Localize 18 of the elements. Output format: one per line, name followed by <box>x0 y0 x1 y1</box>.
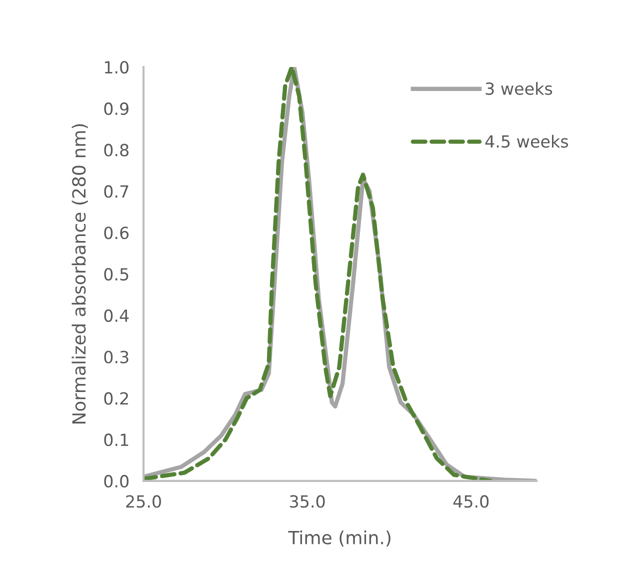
x-tick-label: 35.0 <box>290 495 325 508</box>
y-tick-label: 0.0 <box>104 474 129 488</box>
y-tick-label: 0.3 <box>104 350 128 364</box>
y-axis-title: Normalized absorbance (280 nm) <box>72 124 88 424</box>
y-tick-label: 0.5 <box>104 268 128 281</box>
y-tick-label: 0.9 <box>104 102 128 116</box>
y-tick-label: 0.4 <box>104 309 129 322</box>
legend-label: 4.5 weeks <box>485 134 568 148</box>
legend-label: 3 weeks <box>486 82 552 95</box>
y-tick-label: 0.8 <box>104 144 128 156</box>
x-tick-label: 45.0 <box>453 495 489 508</box>
y-tick-label: 0.7 <box>104 185 128 198</box>
y-tick-label: 0.6 <box>104 226 129 240</box>
x-tick-label: 25.0 <box>126 495 161 508</box>
y-tick-label: 0.2 <box>104 392 128 405</box>
x-axis-title: Time (min.) <box>288 530 390 547</box>
y-tick-label: 1.0 <box>104 61 129 74</box>
y-tick-label: 0.1 <box>104 434 128 446</box>
